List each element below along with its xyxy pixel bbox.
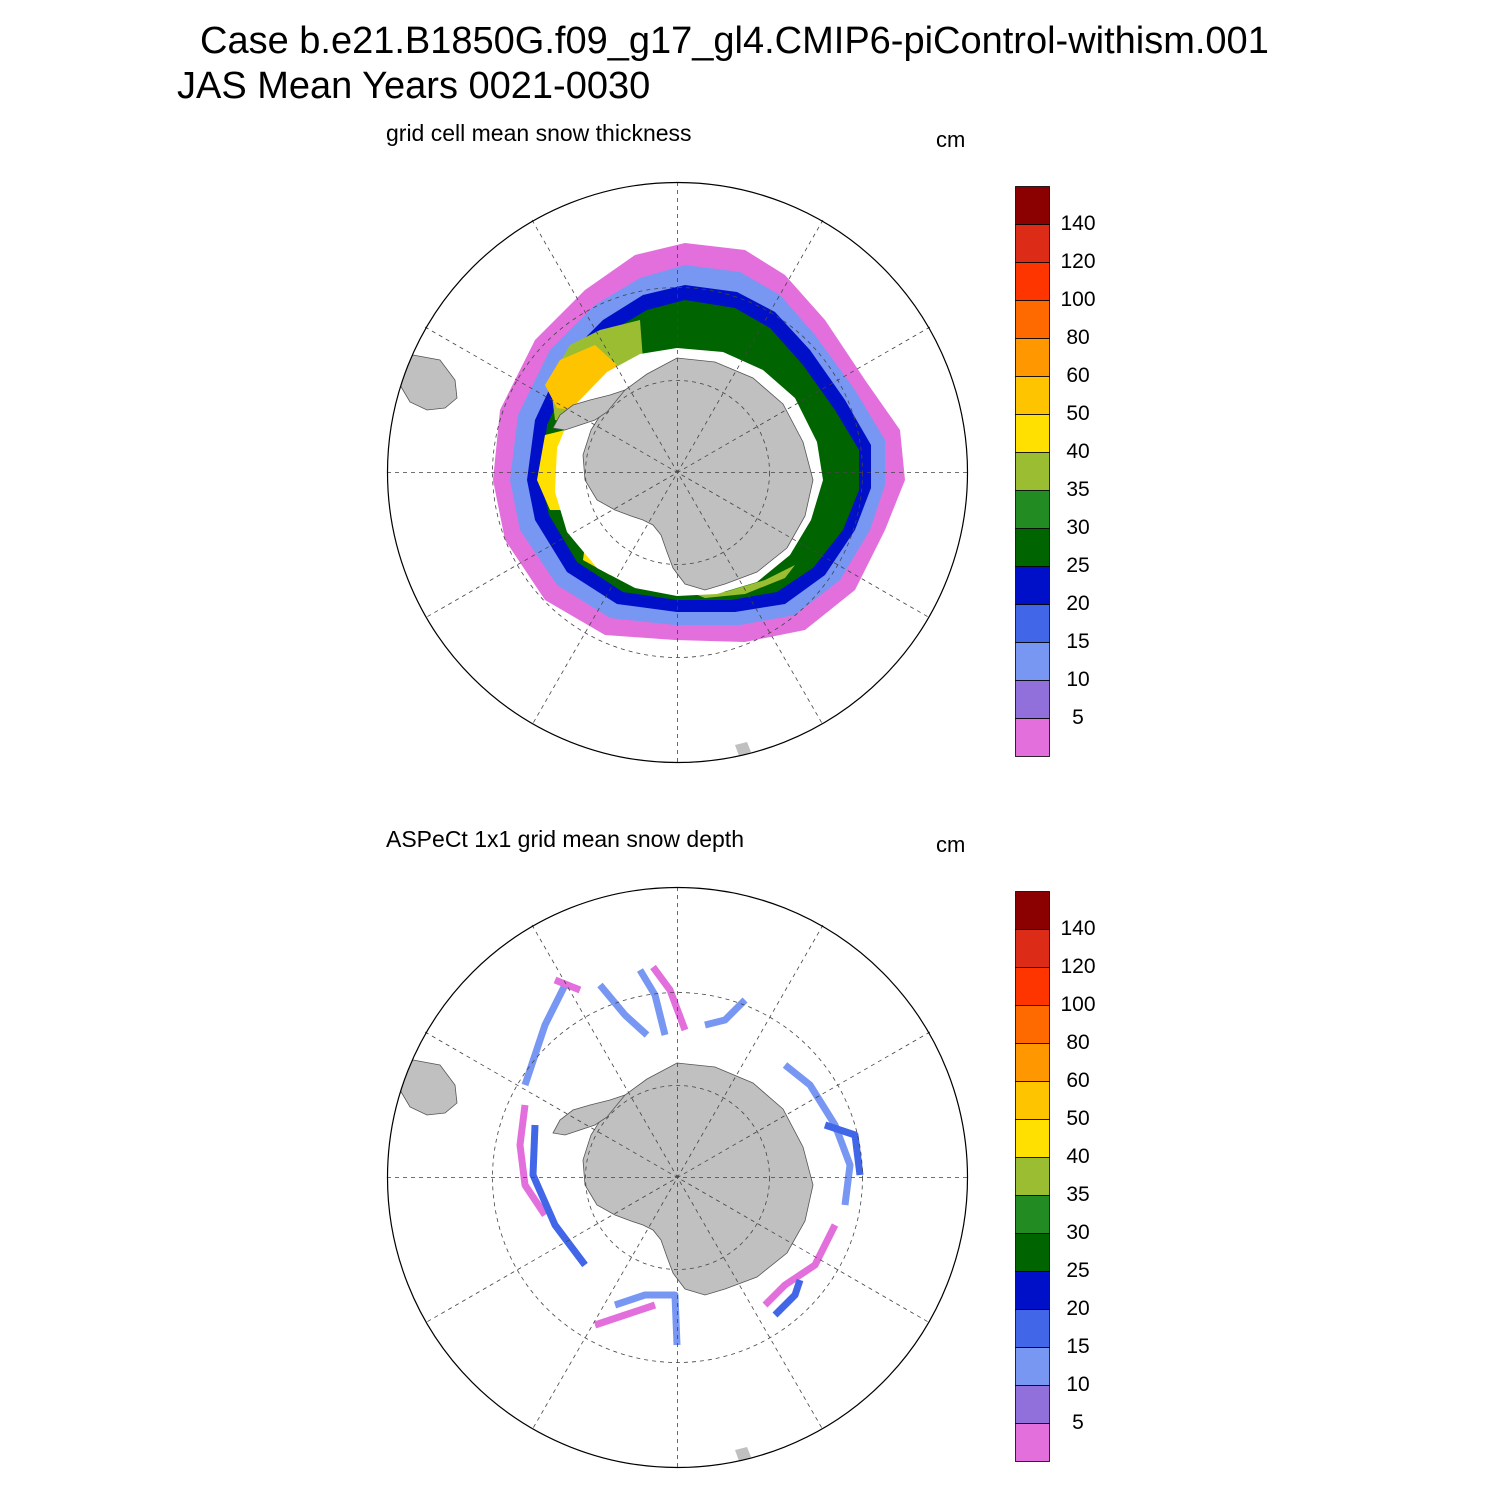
panel1-map [386, 181, 969, 764]
panel2-colorbar-box [1015, 1347, 1050, 1386]
panel1-colorbar-box [1015, 528, 1050, 567]
panel1-colorbar-box [1015, 452, 1050, 491]
figure-title-line1: Case b.e21.B1850G.f09_g17_gl4.CMIP6-piCo… [200, 20, 1269, 62]
panel2-colorbar-label: 15 [1066, 1335, 1090, 1358]
panel2-colorbar-label: 100 [1060, 993, 1096, 1016]
panel1-colorbar-label: 50 [1066, 402, 1090, 425]
panel2-colorbar-label: 50 [1066, 1107, 1090, 1130]
panel2-map [386, 886, 969, 1469]
panel2-colorbar-box [1015, 1005, 1050, 1044]
panel1-units: cm [936, 127, 966, 152]
panel1-colorbar-label: 100 [1060, 288, 1096, 311]
panel2-colorbar-box [1015, 929, 1050, 968]
panel1-colorbar-box [1015, 186, 1050, 225]
antarctic-peninsula [552, 389, 627, 431]
panel2-colorbar-box [1015, 1081, 1050, 1120]
panel1-colorbar-box [1015, 224, 1050, 263]
antarctica-land [582, 357, 814, 591]
panel2-colorbar-box [1015, 1271, 1050, 1310]
panel1-colorbar-box [1015, 642, 1050, 681]
panel2-colorbar-label: 35 [1066, 1183, 1090, 1206]
panel1-colorbar-label: 15 [1066, 630, 1090, 653]
panel1-colorbar-label: 80 [1066, 326, 1090, 349]
panel1-colorbar-label: 20 [1066, 592, 1090, 615]
panel2-units: cm [936, 832, 966, 857]
panel1-colorbar-box [1015, 414, 1050, 453]
panel2-colorbar-label: 60 [1066, 1069, 1090, 1092]
panel2-colorbar-box [1015, 1195, 1050, 1234]
panel1-colorbar-box [1015, 490, 1050, 529]
figure-title-line2: JAS Mean Years 0021-0030 [177, 65, 651, 107]
panel2-colorbar-box [1015, 1309, 1050, 1348]
panel1-colorbar-label: 10 [1066, 668, 1090, 691]
panel2-colorbar-box [1015, 1233, 1050, 1272]
panel2-colorbar-label: 25 [1066, 1259, 1090, 1282]
panel1-title: grid cell mean snow thickness [386, 120, 692, 146]
panel2-colorbar-box [1015, 1157, 1050, 1196]
panel1-colorbar-label: 140 [1060, 212, 1096, 235]
panel2-colorbar-label: 120 [1060, 955, 1096, 978]
panel1-colorbar-label: 120 [1060, 250, 1096, 273]
antarctica-land [582, 1062, 814, 1296]
antarctic-peninsula [552, 1094, 627, 1136]
panel2-colorbar-label: 40 [1066, 1145, 1090, 1168]
panel1-colorbar-box [1015, 262, 1050, 301]
panel2-colorbar-label: 140 [1060, 917, 1096, 940]
panel1-colorbar-box [1015, 338, 1050, 377]
panel2-colorbar-label: 5 [1072, 1411, 1084, 1434]
panel1-colorbar-box [1015, 566, 1050, 605]
panel2-colorbar-box [1015, 1423, 1050, 1462]
panel1-colorbar-box [1015, 300, 1050, 339]
island [735, 1447, 751, 1461]
panel1-colorbar-box [1015, 604, 1050, 643]
ship-tracks [516, 964, 864, 1346]
map-boundary [386, 886, 969, 1469]
panel1-colorbar-label: 60 [1066, 364, 1090, 387]
panel1-colorbar-label: 35 [1066, 478, 1090, 501]
panel2-colorbar-box [1015, 967, 1050, 1006]
panel2-colorbar-label: 20 [1066, 1297, 1090, 1320]
panel2-colorbar-label: 30 [1066, 1221, 1090, 1244]
map-boundary [386, 181, 969, 764]
panel1-colorbar-box [1015, 718, 1050, 757]
panel1-colorbar-box [1015, 376, 1050, 415]
panel1-colorbar-label: 5 [1072, 706, 1084, 729]
panel1-colorbar [1015, 186, 1051, 763]
panel1-colorbar-label: 30 [1066, 516, 1090, 539]
panel1-colorbar-box [1015, 680, 1050, 719]
panel2-title: ASPeCt 1x1 grid mean snow depth [386, 826, 744, 852]
panel2-colorbar-box [1015, 1119, 1050, 1158]
island [735, 742, 751, 756]
panel1-colorbar-label: 40 [1066, 440, 1090, 463]
graticule [387, 887, 968, 1468]
panel2-colorbar-box [1015, 891, 1050, 930]
graticule [387, 182, 968, 763]
panel2-colorbar-label: 10 [1066, 1373, 1090, 1396]
panel2-colorbar [1015, 891, 1051, 1468]
snow-band-olive-s [685, 565, 795, 598]
panel2-colorbar-label: 80 [1066, 1031, 1090, 1054]
panel1-colorbar-label: 25 [1066, 554, 1090, 577]
panel2-colorbar-box [1015, 1385, 1050, 1424]
panel2-colorbar-box [1015, 1043, 1050, 1082]
